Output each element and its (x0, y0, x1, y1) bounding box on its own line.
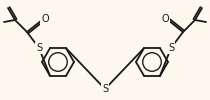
Text: S: S (168, 43, 174, 53)
Text: S: S (102, 84, 108, 94)
Text: S: S (36, 43, 42, 53)
Text: O: O (161, 14, 169, 24)
Text: O: O (41, 14, 49, 24)
